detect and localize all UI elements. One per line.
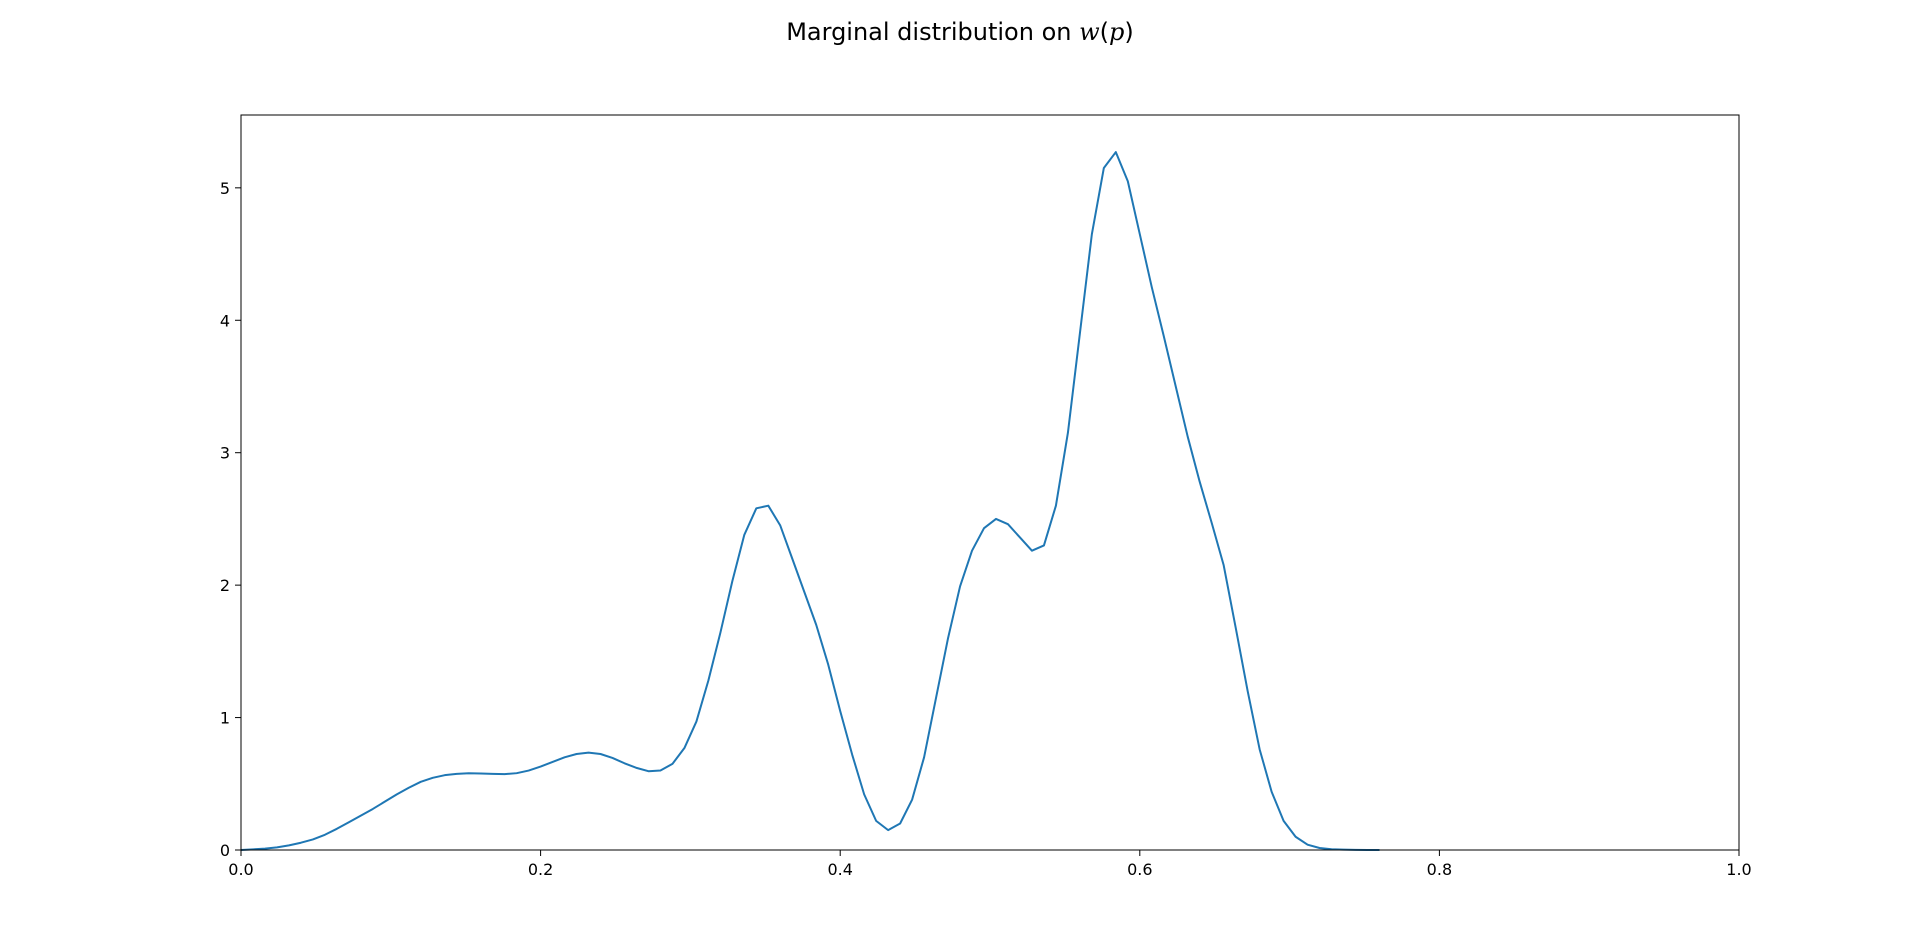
axes-frame <box>240 114 1740 851</box>
chart-title: Marginal distribution on w(p) <box>786 18 1134 46</box>
y-tick-label: 1 <box>220 709 230 728</box>
x-tick-label: 0.0 <box>228 860 253 879</box>
x-axis: 0.0 0.2 0.4 0.6 0.8 1.0 <box>228 850 1752 879</box>
y-tick-label: 5 <box>220 179 230 198</box>
chart-title-math-arg: p <box>1109 18 1124 46</box>
x-tick-label: 0.6 <box>1127 860 1152 879</box>
chart-title-paren-close: ) <box>1124 18 1133 46</box>
y-axis: 0 1 2 3 4 5 <box>220 179 241 860</box>
y-tick-label: 0 <box>220 841 230 860</box>
y-tick-label: 4 <box>220 311 230 330</box>
x-tick-label: 0.4 <box>827 860 852 879</box>
chart-title-paren-open: ( <box>1100 18 1109 46</box>
x-tick-label: 1.0 <box>1726 860 1751 879</box>
x-tick-label: 0.2 <box>528 860 553 879</box>
plot-background <box>241 115 1739 850</box>
x-tick-label: 0.8 <box>1427 860 1452 879</box>
y-tick-label: 3 <box>220 444 230 463</box>
chart-title-text: Marginal distribution on <box>786 18 1079 46</box>
plot-area <box>240 114 1740 851</box>
series-line-0 <box>240 151 1380 851</box>
y-tick-label: 2 <box>220 576 230 595</box>
chart-title-math: w <box>1079 18 1100 46</box>
series-group <box>240 151 1380 851</box>
